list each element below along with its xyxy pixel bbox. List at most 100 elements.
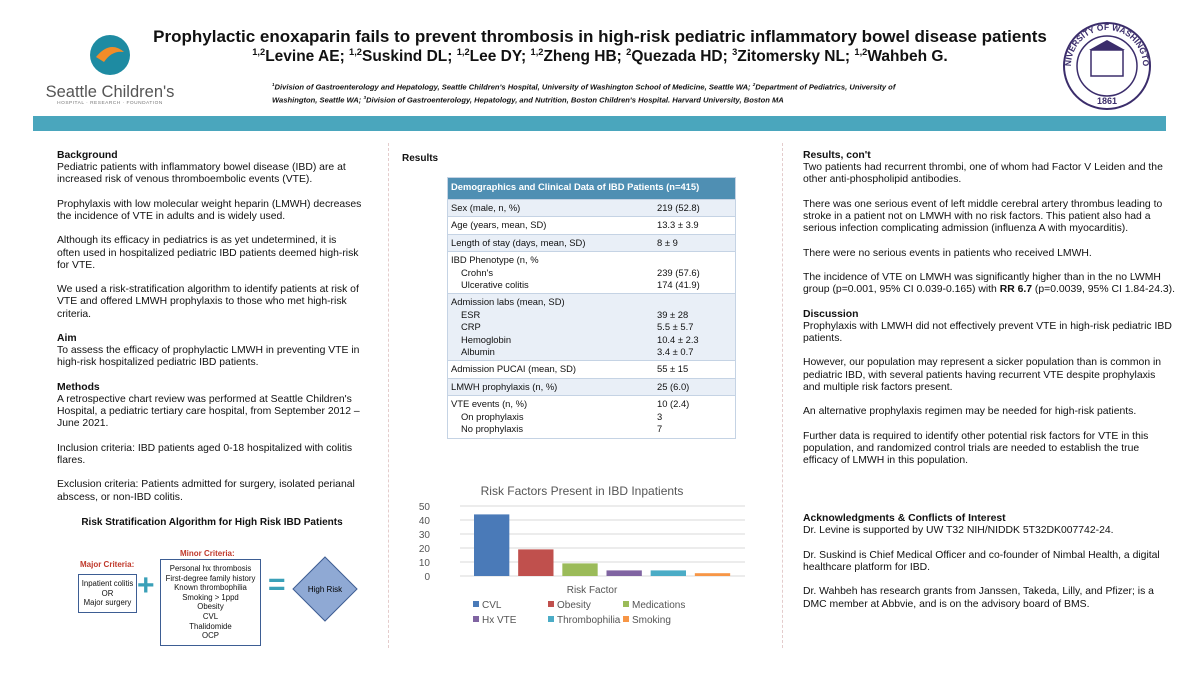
bar — [606, 570, 642, 576]
affiliation-text: Division of Gastroenterology and Hepatol… — [274, 82, 751, 92]
row-value: 5.5 ± 5.7 — [657, 321, 694, 333]
paragraph: Pediatric patients with inflammatory bow… — [57, 162, 346, 186]
table-row: Admission PUCAI (mean, SD) 55 ± 15 — [451, 363, 732, 375]
paragraph: Exclusion criteria: Patients admitted fo… — [57, 479, 355, 503]
row-label: ESR — [461, 308, 481, 320]
row-label: VTE events (n, %) — [451, 398, 528, 410]
table-row: Crohn's 239 (57.6) — [451, 267, 732, 279]
paragraph: The incidence of VTE on LMWH was signifi… — [803, 272, 1175, 296]
legend-swatch — [473, 601, 479, 607]
legend-label: CVL — [482, 600, 502, 611]
legend-label: Hx VTE — [482, 615, 517, 626]
y-tick-label: 50 — [419, 502, 431, 513]
major-label: Major Criteria: — [80, 560, 135, 569]
section: Methods A retrospective chart review was … — [57, 382, 362, 504]
results-heading: Results — [402, 153, 439, 164]
author-name: Zheng HB; — [543, 48, 622, 66]
author-sup: 2 — [626, 47, 632, 57]
major-item: Inpatient colitis — [81, 579, 134, 588]
affiliation-text: Division of Gastroenterology, Hepatology… — [365, 95, 784, 105]
author-name: Quezada HD; — [631, 48, 728, 66]
paragraph: Two patients had recurrent thrombi, one … — [803, 162, 1163, 186]
section: Discussion Prophylaxis with LMWH did not … — [803, 309, 1175, 468]
right-column: Results, con't Two patients had recurrent… — [803, 150, 1175, 623]
table-row: VTE events (n, %) 10 (2.4) — [451, 398, 732, 410]
section-heading: Methods — [57, 381, 100, 393]
column-divider — [388, 143, 389, 648]
row-label: No prophylaxis — [461, 423, 524, 435]
section: Aim To assess the efficacy of prophylacti… — [57, 333, 362, 370]
row-value: 3.4 ± 0.7 — [657, 346, 694, 358]
paragraph: To assess the efficacy of prophylactic L… — [57, 345, 360, 369]
chart-title: Risk Factors Present in IBD Inpatients — [481, 484, 684, 498]
row-value: 239 (57.6) — [657, 266, 700, 278]
author-sup: 1,2 — [349, 47, 362, 57]
legend-label: Smoking — [632, 615, 671, 626]
major-item: OR — [101, 588, 114, 598]
row-value: 174 (41.9) — [657, 279, 700, 291]
row-label: CRP — [461, 321, 481, 333]
table-group: Admission labs (mean, SD) ESR 39 ± 28 CRP 5.… — [448, 293, 735, 361]
paragraph-run: (p=0.0039, 95% CI 1.84-24.3). — [1032, 284, 1175, 296]
paragraph: Although its efficacy in pediatrics is a… — [57, 235, 359, 271]
paragraph: Prophylaxis with low molecular weight he… — [57, 198, 362, 222]
minor-item: Thalidomide — [189, 621, 232, 631]
section: Results, con't Two patients had recurrent… — [803, 150, 1175, 296]
row-label: Length of stay (days, mean, SD) — [451, 236, 586, 248]
affiliation-sup: 2 — [752, 82, 756, 87]
paragraph: Prophylaxis with LMWH did not effectivel… — [803, 320, 1172, 344]
section-heading: Discussion — [803, 308, 859, 320]
equals: = — [268, 568, 286, 601]
paragraph: We used a risk-stratification algorithm … — [57, 284, 359, 320]
table-row: Length of stay (days, mean, SD) 8 ± 9 — [451, 237, 732, 249]
legend-swatch — [548, 616, 554, 622]
row-value: 10 (2.4) — [657, 398, 690, 410]
paragraph: Dr. Suskind is Chief Medical Officer and… — [803, 549, 1160, 573]
affiliation-sup: 1 — [272, 82, 275, 87]
bar — [650, 570, 686, 576]
row-value: 219 (52.8) — [657, 202, 700, 213]
paragraph-run: The incidence of VTE on LMWH was signifi… — [803, 271, 1161, 296]
paragraph: A retrospective chart review was perform… — [57, 393, 360, 430]
minor-item: First-degree family history — [165, 573, 256, 583]
row-label: Ulcerative colitis — [461, 279, 529, 291]
section-heading: Aim — [57, 332, 77, 344]
row-value: 39 ± 28 — [657, 308, 689, 320]
table-row: LMWH prophylaxis (n, %) 25 (6.0) — [451, 381, 732, 393]
paragraph: Dr. Wahbeh has research grants from Jans… — [803, 586, 1154, 610]
legend-swatch — [623, 601, 629, 607]
major-item: Major surgery — [83, 598, 132, 608]
table-row: Albumin 3.4 ± 0.7 — [451, 346, 732, 358]
author-sup: 3 — [732, 47, 738, 57]
x-axis-label: Risk Factor — [567, 585, 618, 596]
legend-label: Obesity — [557, 600, 591, 611]
table-row: On prophylaxis 3 — [451, 411, 732, 423]
algorithm-title: Risk Stratification Algorithm for High R… — [81, 517, 343, 528]
row-label: Sex (male, n, %) — [451, 202, 521, 213]
logo-tagline: HOSPITAL · RESEARCH · FOUNDATION — [57, 100, 163, 106]
minor-label: Minor Criteria: — [180, 549, 235, 558]
minor-item: Personal hx thrombosis — [169, 564, 252, 573]
paragraph: There was one serious event of left midd… — [803, 198, 1163, 235]
table-group: VTE events (n, %) 10 (2.4) On prophylaxis 3… — [448, 395, 735, 437]
y-tick-label: 40 — [419, 516, 431, 527]
table-group: Admission PUCAI (mean, SD) 55 ± 15 — [448, 360, 735, 377]
bar — [562, 563, 598, 576]
row-label: IBD Phenotype (n, % — [451, 254, 539, 266]
row-label: Age (years, mean, SD) — [451, 219, 547, 231]
table-title: Demographics and Clinical Data of IBD Pa… — [448, 178, 735, 199]
author-name: Suskind DL; — [361, 48, 453, 66]
paragraph: Dr. Levine is supported by UW T32 NIH/NI… — [803, 525, 1114, 537]
affiliation-sup: 3 — [363, 94, 366, 100]
title: Prophylactic enoxaparin fails to prevent… — [153, 27, 1047, 46]
table-group: Sex (male, n, %) 219 (52.8) — [448, 199, 735, 217]
result-diamond — [292, 556, 358, 622]
section-heading: Acknowledgments & Conflicts of Interest — [803, 513, 1006, 525]
table-row: ESR 39 ± 28 — [451, 309, 732, 321]
chart: Risk Factors Present in IBD Inpatients 0 1… — [419, 484, 745, 626]
logo-name: Seattle Children's — [46, 83, 175, 101]
row-value: 10.4 ± 2.3 — [657, 333, 699, 345]
major-box: Inpatient colitis OR Major surgery — [78, 574, 137, 613]
table-row: Sex (male, n, %) 219 (52.8) — [451, 202, 732, 214]
